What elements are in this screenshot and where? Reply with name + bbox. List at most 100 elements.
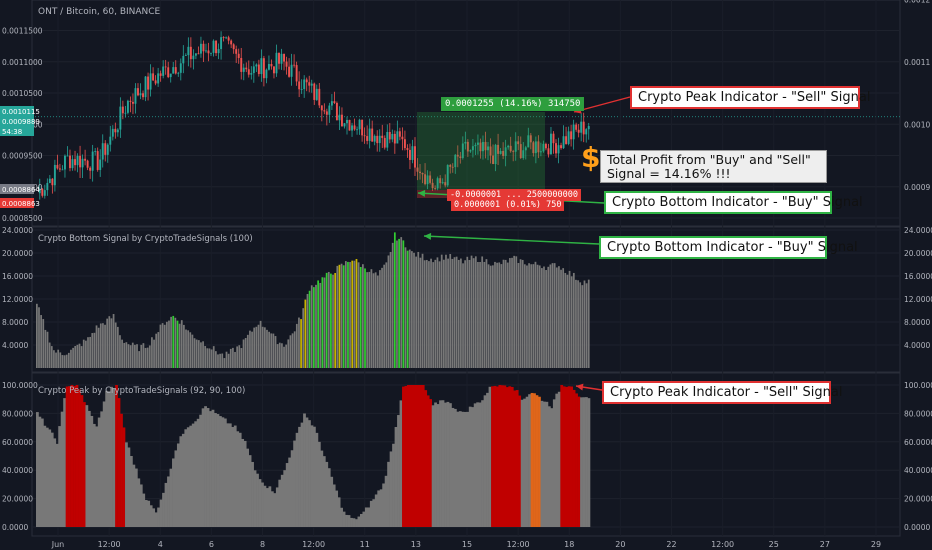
- candle-body: [325, 111, 328, 115]
- bottom-signal-bar: [498, 262, 501, 368]
- candle-body: [476, 142, 479, 145]
- time-tick-label: 12:00: [98, 540, 121, 549]
- bottom-signal-bar: [46, 331, 49, 368]
- bottom-signal-bar: [457, 259, 460, 368]
- candle-body: [295, 65, 298, 82]
- bottom-signal-bar: [302, 308, 305, 368]
- candle-body: [348, 119, 351, 131]
- candle-body: [227, 37, 230, 41]
- bottom-signal-bar: [40, 315, 42, 368]
- time-tick-label: 22: [666, 540, 676, 549]
- bottom-signal-bar: [583, 280, 586, 368]
- peak-signal-bar: [129, 455, 133, 527]
- candle-body: [232, 44, 235, 50]
- candle-body: [366, 136, 369, 141]
- bottom-signal-bar: [338, 264, 341, 368]
- bottom-signal-bar: [387, 255, 390, 368]
- peak-signal-bar: [483, 395, 487, 527]
- bottom-signal-bar: [381, 267, 383, 368]
- candle-body: [572, 124, 575, 140]
- bottom-signal-bar: [325, 272, 328, 368]
- candle-body: [524, 147, 527, 151]
- peak-signal-bar: [243, 440, 247, 527]
- bottom-signal-bar: [240, 348, 243, 368]
- peak-tick-left: 0.0000: [2, 523, 28, 532]
- bottom-signal-bar: [532, 264, 535, 368]
- bottom-signal-bar: [491, 265, 494, 368]
- peak-signal-bar: [503, 385, 507, 527]
- candle-body: [172, 67, 175, 74]
- bottom-signal-bar: [502, 259, 505, 368]
- peak-signal-bar: [411, 385, 415, 527]
- peak-signal-bar: [63, 398, 66, 527]
- bottom-signal-bar: [85, 340, 87, 368]
- candle-body: [210, 52, 212, 54]
- position-tool[interactable]: [417, 112, 545, 198]
- candle-body: [84, 158, 87, 161]
- candle-body: [119, 106, 122, 130]
- peak-signal-bar: [206, 408, 210, 527]
- bottom-signal-bar: [453, 257, 456, 368]
- peak-signal-bar: [419, 385, 423, 527]
- bottom-signal-bar: [180, 320, 183, 368]
- bottom-signal-bar: [313, 287, 315, 368]
- peak-signal-bar: [429, 399, 433, 527]
- bottom-signal-bar: [547, 266, 550, 368]
- peak-signal-area[interactable]: [36, 385, 591, 527]
- peak-signal-bar: [87, 410, 91, 527]
- bottom-signal-bar: [587, 279, 590, 368]
- candle-body: [492, 155, 495, 165]
- price-candles[interactable]: [38, 31, 590, 200]
- peak-signal-bar: [184, 429, 188, 527]
- bottom-signal-bar: [259, 320, 262, 368]
- candle-body: [482, 141, 484, 152]
- time-tick-label: 18: [564, 540, 574, 549]
- candle-body: [162, 66, 165, 76]
- bottom-signal-bar: [438, 261, 441, 368]
- candle-body: [300, 89, 303, 90]
- bottom-signal-bar: [355, 258, 358, 368]
- bottom-signal-bar: [566, 274, 569, 368]
- price-badge: [0, 116, 34, 126]
- loss-label: 0.0000001 (0.01%) 750: [451, 199, 565, 211]
- bottom-signal-bar: [261, 326, 264, 368]
- peak-signal-bar: [577, 396, 581, 527]
- bottom-signal-bar: [74, 345, 77, 368]
- price-badge: [0, 198, 34, 208]
- bottom-signal-bar: [281, 343, 283, 368]
- candle-body: [308, 82, 311, 86]
- candle-body: [202, 43, 205, 52]
- candle-body: [124, 112, 127, 114]
- candle-body: [262, 58, 265, 79]
- bottom-signal-bar: [472, 258, 475, 368]
- peak-signal-bar: [476, 402, 480, 527]
- bottom-signal-histogram[interactable]: [36, 232, 590, 368]
- candle-body: [517, 141, 520, 145]
- bottom-signal-bar: [95, 325, 98, 368]
- peak-signal-bar: [204, 406, 207, 527]
- candle-body: [408, 149, 411, 160]
- peak-sell-callout-top: Crypto Peak Indicator - "Sell" Signal: [630, 86, 870, 109]
- candle-body: [391, 133, 394, 140]
- bottom-signal-bar: [464, 260, 467, 368]
- bottom-signal-bar: [36, 303, 38, 368]
- price-badge-label: 0.0008864: [2, 186, 40, 194]
- peak-signal-bar: [488, 386, 492, 527]
- bottom-signal-bar: [419, 257, 422, 368]
- candle-body: [441, 182, 444, 184]
- peak-signal-bar: [523, 398, 526, 527]
- time-tick-label: 6: [209, 540, 214, 549]
- peak-signal-bar: [478, 402, 482, 527]
- candle-body: [121, 106, 124, 114]
- peak-signal-bar: [194, 421, 198, 527]
- peak-signal-bar: [233, 425, 237, 527]
- peak-signal-bar: [515, 390, 519, 527]
- bottom-signal-bar: [538, 265, 541, 368]
- bottom-signal-bar: [579, 282, 582, 368]
- peak-tick-right: 0.0000: [904, 523, 930, 532]
- peak-signal-bar: [575, 393, 578, 527]
- bottom-signal-bar: [219, 353, 221, 368]
- peak-signal-bar: [305, 417, 309, 527]
- bottom-signal-bar: [268, 331, 270, 368]
